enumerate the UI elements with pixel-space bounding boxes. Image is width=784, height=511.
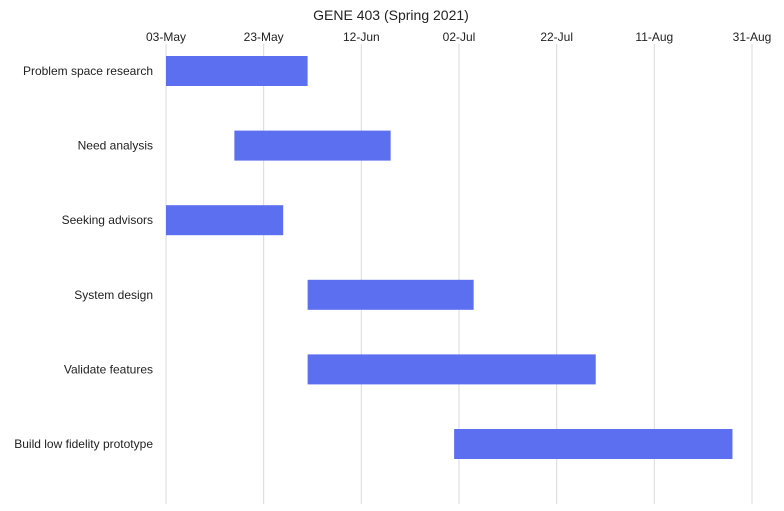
task-label: Seeking advisors	[62, 213, 153, 227]
x-tick-label: 03-May	[146, 30, 186, 44]
task-labels: Problem space research Need analysis Seeki…	[14, 64, 153, 451]
task-bar	[454, 429, 733, 459]
task-label: Build low fidelity prototype	[14, 437, 153, 451]
task-bar	[234, 130, 391, 161]
task-label: Need analysis	[78, 139, 153, 153]
task-bar	[307, 354, 596, 385]
x-axis-ticks: 03-May 23-May 12-Jun 02-Jul 22-Jul 11-Aug 31-A…	[146, 30, 771, 44]
task-bars	[166, 56, 733, 459]
task-label: Validate features	[64, 362, 153, 376]
task-label: Problem space research	[23, 64, 153, 78]
task-bar	[166, 205, 284, 236]
task-label: System design	[74, 288, 153, 302]
x-tick-label: 23-May	[244, 30, 284, 44]
x-tick-label: 22-Jul	[540, 30, 573, 44]
x-tick-label: 31-Aug	[733, 30, 772, 44]
x-tick-label: 11-Aug	[635, 30, 673, 44]
task-bar	[307, 279, 474, 310]
x-tick-label: 02-Jul	[443, 30, 476, 44]
chart-title: GENE 403 (Spring 2021)	[313, 7, 469, 23]
gridlines	[165, 44, 753, 504]
task-bar	[166, 56, 308, 86]
x-tick-label: 12-Jun	[343, 30, 380, 44]
